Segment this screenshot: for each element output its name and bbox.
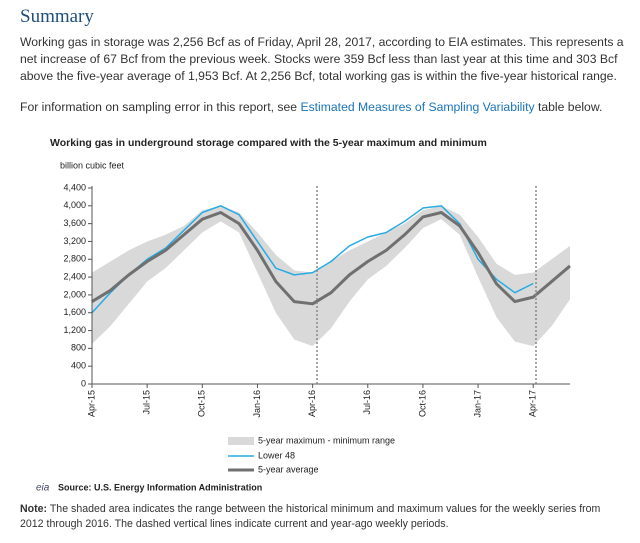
y-tick-label: 1,200	[63, 325, 86, 335]
y-tick-label: 4,000	[63, 200, 86, 210]
series-line	[91, 205, 534, 314]
x-tick-label: Jul-16	[362, 390, 372, 415]
sampling-paragraph: For information on sampling error in thi…	[20, 99, 628, 116]
y-tick-label: 2,000	[63, 289, 86, 299]
y-tick-label: 1,600	[63, 307, 86, 317]
series-line	[91, 211, 571, 306]
text: For information on sampling error in thi…	[20, 100, 301, 114]
y-tick-label: 3,200	[63, 236, 86, 246]
plot: 0 400 800 1,200 1,600 2,000 2,400 2,800 3,200 3,6…	[63, 182, 571, 474]
eia-logo: eia	[36, 483, 50, 494]
x-tick-label: Apr-17	[528, 390, 538, 417]
x-tick-label: Oct-15	[197, 390, 207, 417]
y-tick-label: 800	[71, 343, 86, 353]
note-label: Note:	[20, 503, 48, 515]
legend-label: 5-year maximum - minimum range	[258, 435, 395, 445]
y-tick-label: 2,800	[63, 254, 86, 264]
y-tick-label: 4,400	[63, 182, 86, 192]
link[interactable]: Estimated Measures of Sampling Variabili…	[300, 100, 535, 114]
range-band	[92, 205, 570, 347]
legend-label: Lower 48	[258, 450, 295, 460]
x-tick-label: Apr-15	[86, 390, 96, 417]
chart: Working gas in underground storage compa…	[36, 137, 571, 494]
note: Note: The shaded area indicates the rang…	[20, 502, 620, 532]
y-tick-label: 3,600	[63, 218, 86, 228]
legend-label: 5-year average	[258, 464, 319, 474]
x-tick-label: Apr-16	[307, 390, 317, 417]
text: table below.	[534, 100, 603, 114]
x-tick-label: Jul-15	[142, 390, 152, 415]
x-tick-label: Jan-17	[472, 390, 482, 418]
y-tick-label: 0	[81, 378, 86, 388]
x-tick-label: Oct-16	[417, 390, 427, 417]
chart-title: Working gas in underground storage compa…	[50, 137, 487, 149]
note-text: The shaded area indicates the range betw…	[20, 503, 601, 530]
source: Source: U.S. Energy Information Administ…	[58, 482, 262, 492]
x-tick-label: Jan-16	[252, 390, 262, 418]
y-tick-label: 400	[71, 361, 86, 371]
y-axis-label: billion cubic feet	[60, 160, 125, 170]
heading: Summary	[20, 6, 94, 27]
summary-paragraph: Working gas in storage was 2,256 Bcf as …	[20, 35, 624, 83]
y-tick-label: 2,400	[63, 271, 86, 281]
legend-swatch	[228, 437, 254, 445]
